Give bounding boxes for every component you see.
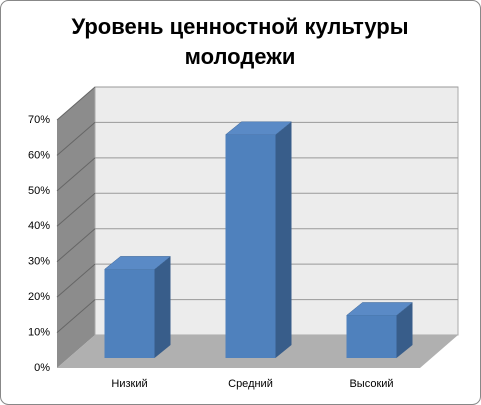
y-tick-label: 40% [28, 220, 50, 232]
x-tick-label: Средний [228, 378, 273, 390]
grid-line [56, 192, 96, 227]
y-tick-label: 60% [28, 149, 50, 161]
grid-line [56, 299, 96, 333]
grid-line [56, 122, 96, 156]
bar-side [275, 121, 292, 358]
x-tick-label: Высокий [349, 378, 393, 390]
bar [346, 315, 397, 358]
y-tick-label: 0% [34, 362, 50, 374]
grid-line [56, 228, 96, 263]
x-tick-label: Низкий [111, 378, 147, 390]
y-tick-label: 20% [28, 291, 50, 303]
y-tick-label: 50% [28, 185, 50, 197]
bar-side [154, 256, 171, 358]
bar [104, 269, 155, 358]
y-tick-label: 30% [28, 256, 50, 268]
y-tick-label: 10% [28, 326, 50, 338]
bar [225, 134, 276, 358]
grid-line [56, 157, 96, 192]
chart-title: Уровень ценностной культуры молодежи [72, 14, 409, 69]
side-wall [57, 87, 95, 368]
y-tick-label: 70% [28, 114, 50, 126]
grid-line [56, 86, 96, 121]
grid-line [56, 263, 96, 298]
bar-side [396, 302, 413, 358]
